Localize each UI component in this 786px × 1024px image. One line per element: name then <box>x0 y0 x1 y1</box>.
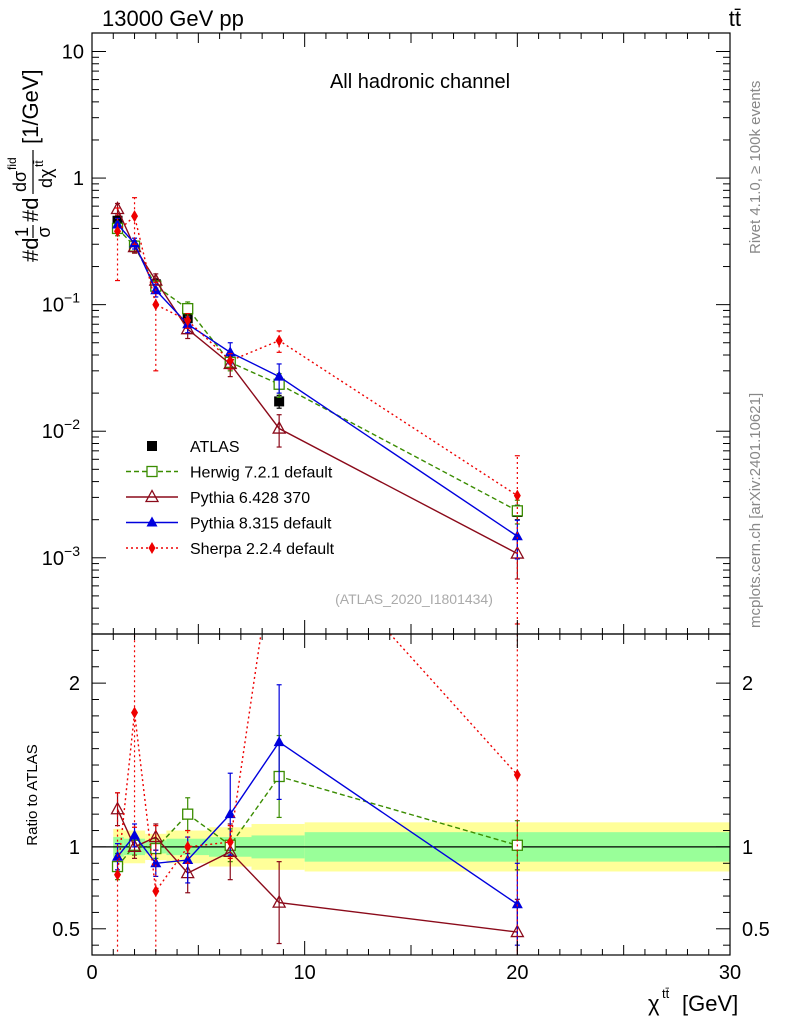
series-line-sherpa <box>117 214 518 497</box>
ylabel-unit: [1/GeV] <box>18 69 43 144</box>
legend-label-atlas: ATLAS <box>190 439 240 456</box>
ylabel-frac2-num: dσ <box>10 171 30 192</box>
legend-label-sherpa: Sherpa 2.2.4 default <box>190 541 335 558</box>
x-axis-label: χ tt̄ [GeV] <box>648 986 738 1016</box>
ratio-point-pythia6 <box>223 843 238 857</box>
data-point-herwig <box>182 302 194 315</box>
ratio-series-layer <box>110 634 525 955</box>
y-tick-label: 10 <box>62 41 84 63</box>
data-point-sherpa <box>131 210 139 223</box>
mcplots-label: mcplots.cern.ch [arXiv:2401.10621] <box>747 393 764 628</box>
ylabel-frac2-den-sup: tt̄ <box>32 160 46 167</box>
legend-label-herwig: Herwig 7.2.1 default <box>190 465 333 482</box>
ylabel-frac1-den: σ <box>34 226 54 237</box>
xlabel-base: χ <box>648 991 660 1016</box>
ratio-point-pythia8 <box>224 808 236 819</box>
ratio-point-pythia8 <box>273 736 285 747</box>
data-point-sherpa <box>275 334 283 347</box>
data-point-sherpa <box>152 298 160 311</box>
ratio-point-pythia6 <box>110 801 125 815</box>
legend-marker-pythia6 <box>144 489 160 503</box>
analysis-tag: (ATLAS_2020_I1801434) <box>335 591 493 607</box>
ratio-y-tick-label-right: 2 <box>742 673 753 695</box>
ratio-frame <box>91 633 731 956</box>
ylabel-mid: #d <box>18 198 43 222</box>
ratio-y-axis-label: Ratio to ATLAS <box>24 744 41 845</box>
legend-label-pythia6: Pythia 6.428 370 <box>190 490 310 507</box>
ratio-point-sherpa <box>184 840 192 853</box>
ylabel-prefix: #d <box>18 238 43 262</box>
ratio-point-pythia8 <box>182 854 194 865</box>
chart-title: All hadronic channel <box>330 71 510 93</box>
x-tick-label: 0 <box>86 962 97 984</box>
x-tick-label: 30 <box>719 962 741 984</box>
ratio-point-pythia6 <box>127 839 142 853</box>
data-point-sherpa <box>184 314 192 327</box>
ratio-point-pythia8 <box>129 829 141 840</box>
data-point-pythia8 <box>112 218 124 229</box>
data-point-pythia6 <box>272 420 287 434</box>
ratio-point-sherpa <box>513 768 521 781</box>
legend-marker-pythia8 <box>146 516 158 527</box>
x-tick-label: 20 <box>506 962 528 984</box>
legend-marker-herwig <box>146 465 158 478</box>
legend: ATLAS Herwig 7.2.1 default Pythia 6.428 37… <box>126 439 335 558</box>
data-point-herwig <box>511 505 523 517</box>
ratio-point-herwig <box>182 808 194 820</box>
legend-marker-atlas <box>147 441 157 451</box>
ratio-point-sherpa <box>131 706 139 719</box>
ratio-y-tick-label-right: 1 <box>742 837 753 859</box>
ylabel-frac2-den: dχ <box>36 168 56 188</box>
ratio-point-sherpa <box>114 868 122 881</box>
data-point-pythia8 <box>224 346 236 357</box>
data-point-sherpa <box>513 489 521 502</box>
ratio-axes: 0.5 0.51 12 20 10 20 30 <box>52 634 770 984</box>
data-point-sherpa <box>114 225 122 238</box>
data-point-pythia8 <box>273 370 285 381</box>
energy-label: 13000 GeV pp <box>102 6 244 31</box>
xlabel-sup: tt̄ <box>662 986 670 1001</box>
data-point-sherpa <box>226 354 234 367</box>
xlabel-unit: [GeV] <box>682 991 738 1016</box>
legend-label-pythia8: Pythia 8.315 default <box>190 516 332 533</box>
series-line-pythia8 <box>116 223 518 537</box>
ratio-point-sherpa <box>226 835 234 848</box>
ratio-y-tick-label: 0.5 <box>52 919 80 941</box>
data-point-atlas <box>274 396 285 407</box>
y-tick-label: 10−2 <box>42 416 80 443</box>
ylabel-frac2-num-sup: fid <box>5 157 19 170</box>
main-axes: 10−3 10−2 10−1 1 10 <box>42 33 731 634</box>
x-tick-label: 10 <box>294 962 316 984</box>
y-tick-label: 10−3 <box>42 543 80 570</box>
data-point-pythia8 <box>511 530 523 541</box>
process-label: tt̄ <box>729 6 741 31</box>
y-tick-label: 1 <box>73 168 84 190</box>
legend-marker-sherpa <box>148 542 156 554</box>
series-line-pythia6 <box>116 208 518 555</box>
ratio-y-tick-label-right: 0.5 <box>742 919 770 941</box>
ylabel-frac1-num: 1 <box>12 227 32 237</box>
ratio-point-pythia6 <box>272 894 287 908</box>
main-y-axis-label: #d 1 σ #d dσ fid dχ tt̄ [1/GeV] <box>5 69 56 262</box>
y-tick-label: 10−1 <box>42 290 80 317</box>
ratio-point-sherpa <box>152 885 160 898</box>
ratio-point-pythia8 <box>511 898 523 909</box>
rivet-version-label: Rivet 4.1.0, ≥ 100k events <box>747 81 764 254</box>
main-series-layer <box>110 197 525 625</box>
ratio-y-tick-label: 2 <box>69 673 80 695</box>
ratio-y-tick-label: 1 <box>69 837 80 859</box>
data-point-pythia6 <box>110 201 125 215</box>
